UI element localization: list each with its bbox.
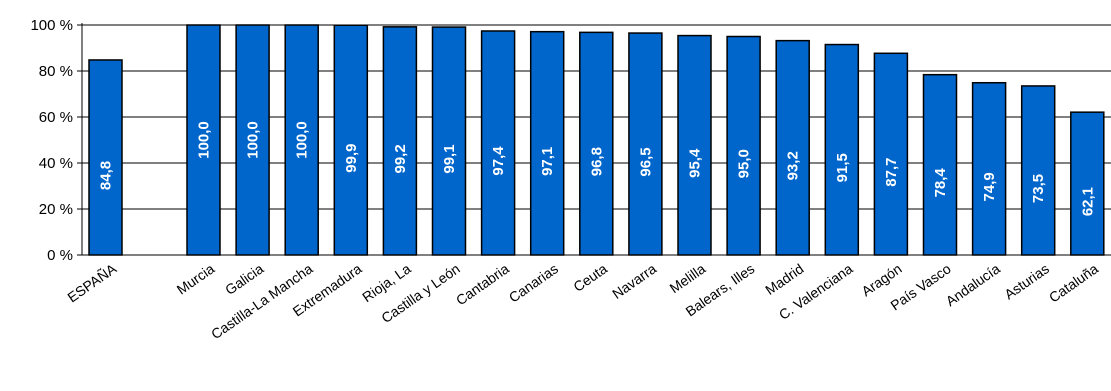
bar	[971, 81, 1007, 256]
bar	[628, 32, 663, 256]
bar	[873, 52, 909, 256]
x-category-label: Ceuta	[570, 260, 610, 295]
bar	[431, 26, 467, 256]
y-tick-label: 20 %	[39, 201, 73, 218]
bar-value-label: 100,0	[196, 121, 213, 159]
bar	[284, 24, 319, 256]
x-category-label: Navarra	[609, 260, 659, 302]
bar	[529, 30, 565, 256]
bar	[922, 73, 958, 256]
x-category-label: Asturias	[1001, 260, 1052, 302]
bar	[824, 43, 860, 256]
bar-value-label: 78,4	[932, 168, 949, 198]
bar-value-label: 96,5	[637, 147, 654, 176]
bar	[579, 31, 614, 256]
bars: 84,8 100,0 100,0 100,0 99,9 99,2 99,1 97,4 97,1 9…	[88, 24, 1105, 256]
bar-value-label: 73,5	[1030, 174, 1047, 203]
x-category-label: Canarias	[506, 260, 561, 305]
bar-value-label: 99,9	[343, 144, 360, 173]
bar	[677, 34, 712, 256]
bar-value-label: 99,2	[392, 144, 409, 173]
x-category-label: Cataluña	[1046, 260, 1101, 305]
bar-value-label: 97,4	[490, 146, 507, 176]
x-category-label: ESPAÑA	[64, 260, 119, 305]
x-category-label: Cantabria	[453, 260, 512, 308]
y-axis: 0 % 20 % 40 % 60 % 80 % 100 %	[30, 17, 83, 264]
bar-value-label: 87,7	[883, 158, 900, 187]
bar-value-label: 95,4	[687, 148, 704, 178]
bar-value-label: 100,0	[294, 121, 311, 159]
bar-value-label: 93,2	[785, 151, 802, 180]
x-category-label: Melilla	[667, 260, 709, 296]
bar-value-label: 97,1	[539, 147, 556, 176]
bar	[333, 24, 369, 256]
bar	[382, 26, 418, 256]
bar	[88, 59, 123, 256]
bar-value-label: 99,1	[441, 144, 458, 173]
bar-value-label: 84,8	[98, 161, 115, 190]
bar-value-label: 91,5	[834, 153, 851, 182]
bar	[775, 39, 810, 256]
y-tick-label: 40 %	[39, 155, 73, 172]
bar	[726, 35, 761, 256]
x-category-label: Murcia	[174, 260, 218, 297]
bar-value-label: 96,8	[588, 147, 605, 176]
x-category-label: Andalucía	[943, 260, 1003, 309]
bar-value-label: 74,9	[981, 172, 998, 201]
y-tick-label: 100 %	[30, 17, 73, 34]
bar	[1070, 111, 1105, 256]
bar-value-label: 62,1	[1079, 187, 1096, 216]
bar	[1020, 85, 1056, 256]
bar	[480, 30, 516, 256]
y-tick-label: 0 %	[47, 247, 73, 264]
bar-value-label: 100,0	[245, 121, 262, 159]
bar	[186, 24, 221, 256]
y-tick-label: 80 %	[39, 63, 73, 80]
bar-value-label: 95,0	[736, 149, 753, 178]
y-tick-label: 60 %	[39, 109, 73, 126]
